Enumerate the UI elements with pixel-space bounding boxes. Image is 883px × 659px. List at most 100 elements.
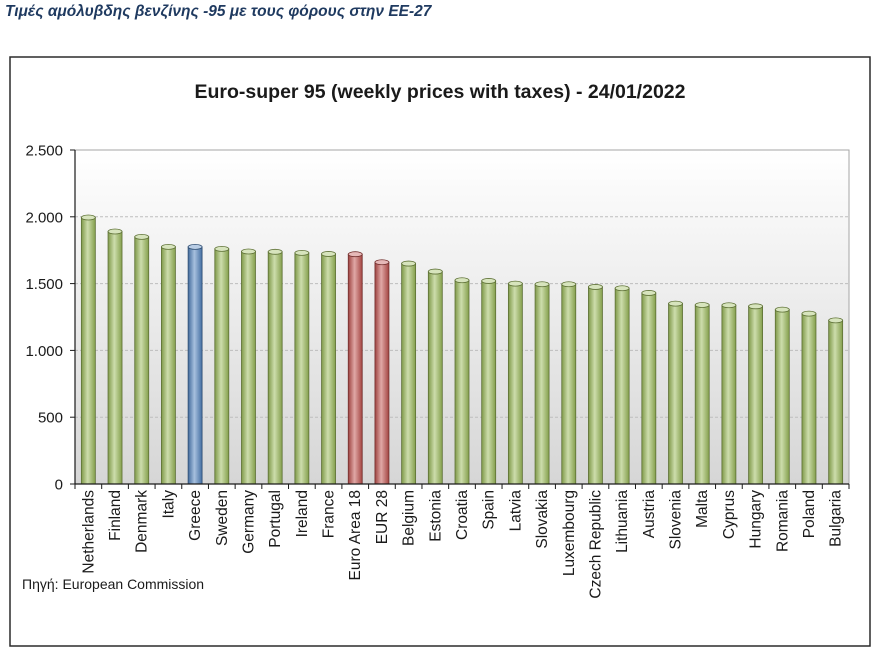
x-tick-label-slovakia: Slovakia bbox=[534, 490, 551, 549]
bar-lithuania bbox=[614, 285, 630, 485]
bar-cap bbox=[748, 303, 763, 310]
x-tick-label-ireland: Ireland bbox=[294, 490, 311, 537]
bar-euro-area-18 bbox=[347, 251, 363, 485]
bar-sweden bbox=[214, 245, 230, 485]
y-tick-label: 500 bbox=[38, 410, 63, 427]
bar-slovenia bbox=[668, 300, 683, 485]
y-axis-labels: 0 500 1.000 1.500 2.000 2.500 bbox=[25, 143, 63, 494]
x-tick-label-eur-28: EUR 28 bbox=[374, 490, 391, 544]
bar-body bbox=[561, 283, 577, 485]
x-tick-label-austria: Austria bbox=[641, 490, 658, 539]
bar-denmark bbox=[134, 233, 150, 485]
bar-france bbox=[321, 251, 336, 485]
bar-cap bbox=[668, 300, 683, 307]
bar-body bbox=[321, 253, 336, 485]
source-note: Πηγή: European Commission bbox=[22, 576, 204, 592]
bar-cap bbox=[561, 281, 577, 288]
bar-malta bbox=[694, 302, 710, 485]
bar-spain bbox=[481, 278, 497, 485]
y-axis-ticks bbox=[70, 149, 75, 485]
bar-body bbox=[241, 251, 256, 485]
x-tick-label-lithuania: Lithuania bbox=[614, 490, 631, 553]
bar-body bbox=[534, 283, 550, 485]
bar-cap bbox=[134, 233, 150, 240]
bar-slovakia bbox=[534, 281, 550, 485]
x-tick-label-latvia: Latvia bbox=[507, 490, 524, 532]
x-tick-label-portugal: Portugal bbox=[267, 490, 284, 548]
bar-eur-28 bbox=[374, 259, 390, 485]
bar-portugal bbox=[267, 248, 283, 485]
bar-bulgaria bbox=[828, 317, 844, 485]
bar-cap bbox=[774, 306, 790, 313]
bar-body bbox=[374, 261, 390, 485]
bar-body bbox=[134, 236, 150, 485]
bar-germany bbox=[241, 248, 256, 485]
bar-cap bbox=[374, 259, 390, 266]
bars bbox=[80, 214, 844, 485]
bar-cap bbox=[427, 268, 443, 275]
y-tick-label: 2.000 bbox=[25, 209, 63, 226]
bar-body bbox=[481, 280, 497, 485]
bar-czech-republic bbox=[588, 284, 603, 485]
bar-poland bbox=[801, 310, 817, 485]
x-tick-label-denmark: Denmark bbox=[134, 490, 151, 553]
x-tick-label-slovenia: Slovenia bbox=[668, 490, 685, 550]
x-tick-label-greece: Greece bbox=[187, 490, 204, 541]
bar-cap bbox=[80, 214, 96, 221]
bar-cap bbox=[721, 302, 737, 309]
x-axis-ticks bbox=[74, 484, 850, 489]
x-tick-label-germany: Germany bbox=[240, 490, 257, 554]
x-tick-label-finland: Finland bbox=[107, 490, 124, 541]
bar-body bbox=[614, 287, 630, 485]
bar-cap bbox=[507, 280, 523, 287]
bar-finland bbox=[107, 228, 123, 485]
x-tick-label-france: France bbox=[321, 490, 338, 538]
x-tick-label-luxembourg: Luxembourg bbox=[561, 490, 578, 576]
bar-croatia bbox=[454, 277, 470, 485]
x-tick-label-hungary: Hungary bbox=[748, 490, 765, 549]
bar-cap bbox=[641, 290, 657, 296]
x-tick-label-malta: Malta bbox=[694, 490, 711, 528]
y-tick-label: 1.500 bbox=[25, 276, 63, 293]
bar-cap bbox=[294, 249, 310, 256]
x-axis-labels: Netherlands Finland Denmark Italy Greece Swed… bbox=[80, 490, 844, 599]
bar-body bbox=[748, 305, 763, 485]
bar-body bbox=[641, 292, 657, 485]
x-tick-label-czech-republic: Czech Republic bbox=[587, 490, 604, 599]
bar-greece bbox=[187, 243, 203, 485]
bar-body bbox=[454, 279, 470, 485]
bar-cap bbox=[161, 243, 176, 250]
bar-hungary bbox=[748, 303, 763, 485]
bar-cap bbox=[614, 285, 630, 292]
y-tick-label: 0 bbox=[55, 477, 63, 494]
bar-cap bbox=[347, 251, 363, 258]
bar-body bbox=[668, 303, 683, 485]
x-tick-label-belgium: Belgium bbox=[401, 490, 418, 546]
bar-latvia bbox=[507, 280, 523, 485]
bar-body bbox=[107, 231, 123, 485]
bar-cyprus bbox=[721, 302, 737, 485]
x-tick-label-croatia: Croatia bbox=[454, 490, 471, 540]
x-tick-label-spain: Spain bbox=[481, 490, 498, 530]
bar-luxembourg bbox=[561, 281, 577, 485]
bar-cap bbox=[828, 317, 844, 324]
bar-body bbox=[187, 246, 203, 485]
bar-cap bbox=[534, 281, 550, 288]
x-tick-label-netherlands: Netherlands bbox=[80, 490, 97, 574]
y-tick-label: 2.500 bbox=[25, 143, 63, 160]
x-tick-label-poland: Poland bbox=[801, 490, 818, 538]
bar-cap bbox=[107, 228, 123, 235]
bar-cap bbox=[267, 248, 283, 255]
bar-cap bbox=[401, 260, 417, 267]
bar-body bbox=[401, 263, 417, 485]
bar-body bbox=[214, 248, 230, 485]
bar-italy bbox=[161, 243, 176, 485]
x-tick-label-bulgaria: Bulgaria bbox=[828, 490, 845, 547]
bar-body bbox=[801, 313, 817, 485]
bar-romania bbox=[774, 306, 790, 485]
bar-cap bbox=[214, 245, 230, 252]
bar-austria bbox=[641, 290, 657, 485]
y-tick-label: 1.000 bbox=[25, 343, 63, 360]
bar-cap bbox=[481, 278, 497, 284]
